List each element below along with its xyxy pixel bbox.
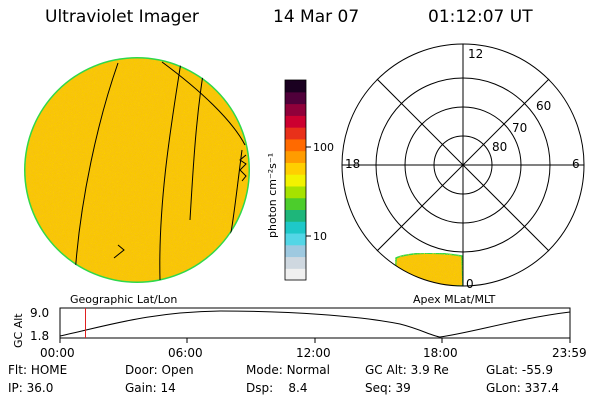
mlt-label-0: 0 <box>466 277 474 291</box>
colorbar-tick-label-10: 10 <box>313 230 327 243</box>
mlt-label-18: 18 <box>345 157 360 171</box>
colorbar-segment <box>285 162 306 175</box>
colorbar-segment <box>285 244 306 258</box>
colorbar-segment <box>285 138 306 152</box>
mlt-label-12: 12 <box>468 47 483 61</box>
mlat-label-70: 70 <box>512 121 527 135</box>
status-ip: IP: 36.0 <box>8 381 54 395</box>
colorbar-segment <box>285 103 306 116</box>
status-gain: Gain: 14 <box>125 381 176 395</box>
xtick-1200: 12:00 <box>296 346 331 360</box>
colorbar-segment <box>285 221 306 234</box>
xtick-1800: 18:00 <box>423 346 458 360</box>
altitude-ytick-top: 9.0 <box>30 306 49 320</box>
colorbar-segment <box>285 256 306 269</box>
altitude-ytick-bottom: 1.8 <box>30 329 49 343</box>
status-dsp: Dsp: 8.4 <box>246 381 308 395</box>
colorbar-segment <box>285 232 306 246</box>
colorbar <box>285 80 306 281</box>
status-glon: GLon: 337.4 <box>486 381 559 395</box>
colorbar-segment <box>285 127 306 140</box>
status-flt: Flt: HOME <box>8 363 68 377</box>
colorbar-unit-label: photon cm⁻²s⁻¹ <box>266 153 279 238</box>
colorbar-segment <box>285 174 306 187</box>
status-door: Door: Open <box>125 363 194 377</box>
apex-label: Apex MLat/MLT <box>413 293 496 306</box>
time-label: 01:12:07 UT <box>428 7 533 27</box>
colorbar-segment <box>285 80 306 93</box>
xtick-0600: 06:00 <box>168 346 203 360</box>
colorbar-segment <box>285 209 306 222</box>
altitude-ylabel: GC Alt <box>12 313 25 348</box>
instrument-title: Ultraviolet Imager <box>45 7 199 27</box>
mlat-label-60: 60 <box>536 99 551 113</box>
mlat-label-80: 80 <box>492 140 507 154</box>
status-mode: Mode: Normal <box>246 363 330 377</box>
polar-grid <box>341 43 585 287</box>
geographic-label: Geographic Lat/Lon <box>70 293 177 306</box>
geographic-image <box>24 57 250 283</box>
colorbar-segment <box>285 91 306 105</box>
xtick-0000: 00:00 <box>40 346 75 360</box>
status-glat: GLat: -55.9 <box>486 363 553 377</box>
colorbar-segment <box>285 197 306 211</box>
status-gc-alt: GC Alt: 3.9 Re <box>365 363 449 377</box>
colorbar-segment <box>285 115 306 128</box>
mlt-label-6: 6 <box>572 157 580 171</box>
colorbar-segment <box>285 185 306 199</box>
xtick-2359: 23:59 <box>552 346 587 360</box>
altitude-plot <box>59 307 571 343</box>
status-seq: Seq: 39 <box>365 381 411 395</box>
colorbar-segment <box>285 268 306 281</box>
colorbar-tick-label-100: 100 <box>313 141 334 154</box>
colorbar-segment <box>285 150 306 163</box>
date-label: 14 Mar 07 <box>273 7 360 27</box>
